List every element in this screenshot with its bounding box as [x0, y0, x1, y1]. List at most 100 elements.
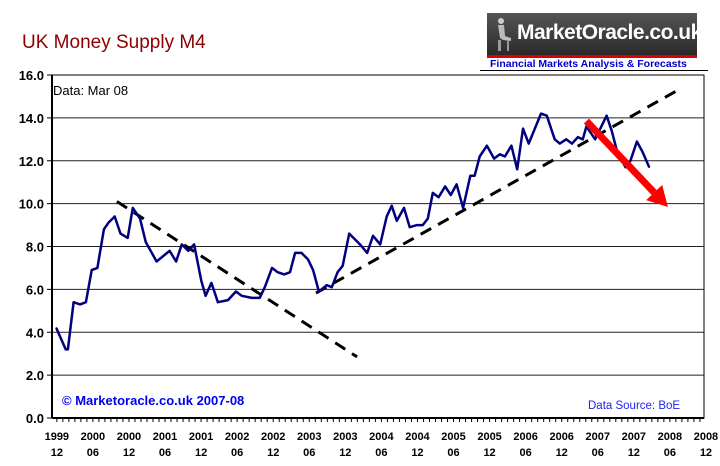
data-point: [325, 284, 328, 286]
data-point: [553, 138, 556, 141]
data-point: [636, 140, 638, 143]
data-point: [594, 138, 596, 141]
x-tick-month: 12: [339, 447, 351, 459]
data-point: [605, 114, 608, 117]
x-tick-year: 2000: [117, 431, 141, 443]
y-tick-label: 16.0: [19, 68, 44, 83]
data-point: [131, 207, 134, 209]
data-point: [72, 301, 75, 304]
x-tick-year: 2002: [225, 431, 249, 443]
data-point: [444, 185, 446, 188]
data-point: [421, 224, 424, 226]
data-point: [408, 226, 411, 229]
y-tick-label: 2.0: [26, 368, 44, 383]
data-point: [227, 299, 229, 301]
seated-statue-icon: [498, 18, 511, 51]
x-tick-month: 06: [664, 447, 676, 459]
data-point: [450, 194, 452, 196]
data-point: [126, 237, 129, 239]
data-point: [516, 168, 518, 171]
data-point: [210, 282, 213, 284]
y-tick-label: 4.0: [26, 325, 44, 340]
data-point: [648, 166, 650, 168]
data-point: [486, 144, 488, 147]
data-point: [187, 249, 190, 252]
data-point: [610, 129, 613, 132]
data-point: [283, 273, 286, 276]
data-point: [181, 243, 183, 246]
copyright-label: © Marketoracle.co.uk 2007-08: [62, 393, 244, 408]
data-point: [379, 243, 381, 246]
data-point: [90, 269, 93, 271]
x-tick-month: 06: [231, 447, 243, 459]
data-point: [139, 217, 141, 220]
data-point: [294, 252, 296, 254]
data-point: [107, 222, 110, 224]
data-point: [200, 280, 203, 282]
data-point: [85, 301, 87, 304]
data-source-label: Data Source: BoE: [588, 400, 680, 412]
data-point: [432, 192, 434, 194]
chart-title: UK Money Supply M4: [22, 32, 206, 53]
x-tick-month: 12: [123, 447, 135, 459]
data-point: [217, 301, 219, 304]
data-point: [258, 297, 261, 299]
header-divider: [480, 70, 708, 71]
data-point: [307, 258, 309, 261]
x-tick-month: 06: [159, 447, 171, 459]
data-point: [155, 260, 158, 263]
x-tick-month: 06: [375, 447, 387, 459]
data-point: [416, 224, 418, 226]
marketoracle-logo[interactable]: MarketOracle.co.uk: [487, 13, 702, 58]
data-point: [204, 295, 207, 297]
data-point: [499, 153, 501, 156]
x-tick-year: 2007: [622, 431, 646, 443]
x-tick-month: 06: [303, 447, 315, 459]
data-point: [336, 271, 339, 274]
x-tick-year: 2001: [189, 431, 213, 443]
y-tick-label: 6.0: [26, 282, 44, 297]
data-point: [473, 174, 476, 177]
data-date-label: Data: Mar 08: [53, 83, 128, 98]
data-point: [522, 127, 524, 130]
x-tick-month: 06: [520, 447, 532, 459]
logo-text: MarketOracle.co.uk: [517, 21, 702, 44]
data-point: [510, 144, 513, 147]
data-point: [527, 142, 530, 145]
data-point: [55, 327, 58, 329]
x-tick-year: 2005: [477, 431, 501, 443]
data-point: [79, 303, 81, 306]
x-tick-year: 2002: [261, 431, 285, 443]
y-tick-label: 8.0: [26, 240, 44, 255]
data-point: [341, 264, 344, 267]
x-tick-month: 12: [556, 447, 568, 459]
x-tick-year: 2000: [81, 431, 105, 443]
m4-series-line: [55, 112, 651, 351]
x-tick-month: 12: [628, 447, 640, 459]
data-point: [462, 207, 464, 209]
data-point: [372, 234, 374, 237]
x-tick-month: 12: [51, 447, 63, 459]
data-point: [395, 219, 398, 222]
x-tick-year: 2004: [369, 431, 394, 443]
data-point: [250, 297, 253, 299]
data-point: [289, 271, 291, 274]
data-point: [540, 112, 542, 115]
data-point: [240, 295, 243, 297]
x-tick-month: 06: [447, 447, 459, 459]
x-tick-month: 12: [411, 447, 423, 459]
data-point: [629, 159, 632, 162]
y-tick-label: 10.0: [19, 197, 44, 212]
y-tick-label: 12.0: [19, 154, 44, 169]
data-point: [403, 207, 405, 209]
x-tick-year: 2003: [297, 431, 321, 443]
data-point: [300, 252, 303, 254]
data-point: [582, 138, 584, 141]
data-point: [493, 157, 495, 160]
data-point: [331, 286, 333, 289]
x-tick-month: 06: [592, 447, 604, 459]
data-point: [366, 252, 368, 254]
trendline: [315, 86, 683, 295]
data-point: [193, 243, 195, 246]
